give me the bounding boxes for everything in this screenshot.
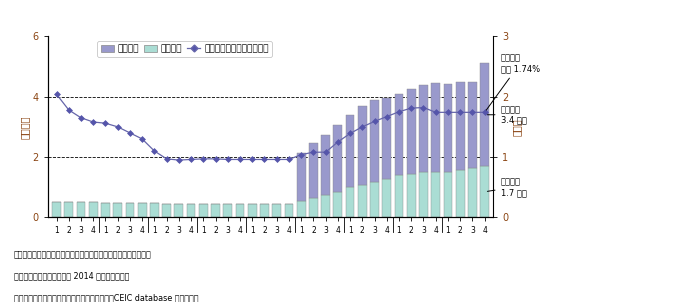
Bar <box>162 204 171 217</box>
Bar <box>382 98 391 179</box>
Bar <box>321 135 330 195</box>
Text: 不良債権
比率 1.74%: 不良債権 比率 1.74% <box>486 54 540 110</box>
Bar <box>309 198 318 217</box>
Bar <box>64 202 73 217</box>
Y-axis label: （兆元）: （兆元） <box>20 115 30 139</box>
Bar <box>125 203 134 217</box>
Bar <box>444 172 452 217</box>
Bar <box>52 202 61 217</box>
Bar <box>395 175 403 217</box>
Text: 要注意先
3.4 兆元: 要注意先 3.4 兆元 <box>488 105 526 124</box>
Bar <box>284 204 293 217</box>
Bar <box>358 106 366 185</box>
Bar <box>407 89 416 174</box>
Bar <box>297 153 306 201</box>
Bar <box>358 185 366 217</box>
Bar <box>407 174 416 217</box>
Bar <box>199 204 208 217</box>
Bar <box>334 125 342 192</box>
Bar <box>321 195 330 217</box>
Bar <box>346 115 354 187</box>
Bar <box>468 168 477 217</box>
Text: 備考：１．不良債権比率は、融資残高に対する不良債権の比率。: 備考：１．不良債権比率は、融資残高に対する不良債権の比率。 <box>14 251 151 260</box>
Bar <box>432 83 440 172</box>
Bar <box>186 204 195 217</box>
Bar <box>138 203 147 217</box>
Bar <box>419 85 428 172</box>
Bar <box>382 179 391 217</box>
Bar <box>395 94 403 175</box>
Bar <box>370 182 379 217</box>
Bar <box>272 204 281 217</box>
Bar <box>113 203 122 217</box>
Legend: 要注意先, 不良債権, 不良債権比率（右目盛り）: 要注意先, 不良債権, 不良債権比率（右目盛り） <box>97 41 272 57</box>
Bar <box>468 82 477 168</box>
Bar <box>211 204 220 217</box>
Bar <box>480 63 489 166</box>
Bar <box>175 204 184 217</box>
Bar <box>370 100 379 182</box>
Bar <box>150 203 159 217</box>
Bar <box>444 84 452 172</box>
Bar <box>248 204 257 217</box>
Text: 資料：中国銀行業監督管理委員会（銀監会）、CEIC database から作成。: 資料：中国銀行業監督管理委員会（銀監会）、CEIC database から作成。 <box>14 293 198 302</box>
Bar <box>432 172 440 217</box>
Bar <box>334 192 342 217</box>
Bar <box>77 202 86 217</box>
Bar <box>236 204 245 217</box>
Bar <box>89 202 98 217</box>
Bar <box>297 201 306 217</box>
Y-axis label: （％）: （％） <box>511 118 521 136</box>
Text: ２．「要注意先」は 2014 年からの公表。: ２．「要注意先」は 2014 年からの公表。 <box>14 272 129 281</box>
Bar <box>346 187 354 217</box>
Bar <box>419 172 428 217</box>
Bar <box>456 170 464 217</box>
Bar <box>101 203 110 217</box>
Bar <box>309 143 318 198</box>
Text: 不良債権
1.7 兆元: 不良債権 1.7 兆元 <box>488 178 526 197</box>
Bar <box>456 82 464 170</box>
Bar <box>480 166 489 217</box>
Bar <box>260 204 269 217</box>
Bar <box>223 204 232 217</box>
